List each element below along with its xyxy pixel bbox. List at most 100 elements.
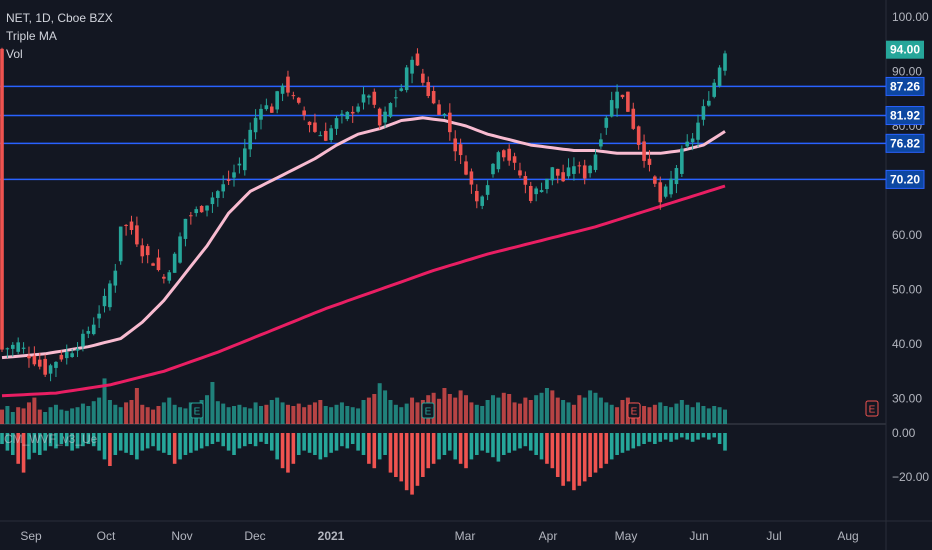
candle-body[interactable] — [329, 128, 333, 141]
candle-body[interactable] — [91, 324, 96, 335]
candle-body[interactable] — [102, 295, 107, 307]
candle-body[interactable] — [286, 76, 290, 93]
candle-body[interactable] — [5, 348, 10, 350]
ma-short-path[interactable] — [1, 116, 726, 360]
candle-body[interactable] — [307, 121, 312, 126]
earnings-marker-box[interactable] — [421, 402, 435, 419]
candle-body[interactable] — [291, 95, 296, 97]
candle-body[interactable] — [21, 347, 26, 349]
candle-body[interactable] — [480, 196, 485, 206]
candle-body[interactable] — [604, 117, 609, 128]
candle-body[interactable] — [54, 361, 58, 368]
earnings-marker-box[interactable] — [865, 400, 879, 417]
candle-body[interactable] — [593, 154, 598, 170]
candle-body[interactable] — [10, 344, 15, 349]
earnings-marker-box[interactable] — [190, 402, 204, 419]
candle-body[interactable] — [43, 358, 47, 375]
candle-body[interactable] — [528, 186, 533, 201]
candle-body[interactable] — [221, 184, 226, 192]
candle-body[interactable] — [32, 355, 37, 365]
candle-body[interactable] — [437, 104, 441, 115]
candle-body[interactable] — [334, 118, 339, 129]
candle-body[interactable] — [458, 144, 463, 156]
candle-body[interactable] — [599, 139, 603, 147]
candle-body[interactable] — [183, 218, 188, 239]
candle-body[interactable] — [577, 165, 582, 167]
last-price-badge[interactable] — [886, 40, 924, 59]
candle-body[interactable] — [172, 253, 177, 273]
candle-body[interactable] — [253, 117, 258, 133]
candle-body[interactable] — [464, 161, 468, 175]
candle-body[interactable] — [377, 108, 382, 126]
earnings-marker-box[interactable] — [627, 402, 641, 419]
earnings-marker[interactable]: E — [865, 400, 879, 417]
candle-body[interactable] — [313, 122, 317, 132]
candle-body[interactable] — [555, 168, 560, 176]
candle-body[interactable] — [620, 94, 625, 98]
candle-body[interactable] — [723, 53, 727, 71]
candle-body[interactable] — [135, 225, 139, 245]
candle-body[interactable] — [448, 112, 452, 133]
candle-body[interactable] — [178, 236, 182, 263]
candle-body[interactable] — [48, 365, 53, 374]
candle-body[interactable] — [690, 138, 695, 143]
candle-body[interactable] — [701, 106, 706, 120]
candle-body[interactable] — [0, 48, 4, 350]
candle-body[interactable] — [280, 85, 285, 94]
candle-body[interactable] — [350, 111, 355, 114]
earnings-marker[interactable]: E — [627, 402, 641, 419]
candle-body[interactable] — [663, 186, 668, 197]
candle-body[interactable] — [653, 176, 657, 184]
candle-body[interactable] — [431, 91, 436, 104]
candle-body[interactable] — [415, 53, 420, 66]
candle-body[interactable] — [318, 135, 323, 137]
candle-body[interactable] — [108, 283, 112, 308]
candle-body[interactable] — [717, 67, 722, 86]
candle-body[interactable] — [372, 91, 377, 105]
candle-body[interactable] — [232, 172, 236, 178]
candle-body[interactable] — [442, 113, 447, 116]
candle-body[interactable] — [367, 95, 371, 98]
earnings-marker[interactable]: E — [421, 402, 435, 419]
candle-body[interactable] — [658, 182, 663, 203]
candle-body[interactable] — [496, 152, 501, 170]
candle-body[interactable] — [426, 82, 431, 96]
candle-body[interactable] — [642, 141, 646, 161]
candle-body[interactable] — [394, 97, 398, 99]
candle-body[interactable] — [248, 129, 252, 150]
candle-body[interactable] — [712, 82, 717, 97]
candle-body[interactable] — [356, 106, 360, 112]
candle-body[interactable] — [70, 353, 74, 357]
candle-body[interactable] — [388, 103, 393, 117]
study-volume[interactable]: Vol — [6, 47, 23, 61]
level-badge[interactable] — [885, 76, 925, 96]
candle-body[interactable] — [518, 170, 522, 176]
candle-body[interactable] — [512, 156, 517, 163]
candle-body[interactable] — [707, 100, 711, 106]
candle-body[interactable] — [151, 263, 155, 266]
candle-body[interactable] — [588, 165, 592, 174]
candle-body[interactable] — [507, 148, 511, 161]
candle-body[interactable] — [129, 221, 134, 231]
candle-body[interactable] — [550, 167, 555, 181]
candle-body[interactable] — [124, 224, 128, 226]
candle-body[interactable] — [59, 354, 64, 360]
candle-body[interactable] — [383, 111, 387, 123]
candle-body[interactable] — [469, 171, 474, 185]
candle-body[interactable] — [674, 168, 679, 185]
candle-body[interactable] — [237, 163, 242, 166]
candle-body[interactable] — [345, 111, 350, 120]
candle-body[interactable] — [205, 205, 209, 211]
candle-body[interactable] — [118, 226, 123, 262]
candle-body[interactable] — [259, 108, 263, 120]
study-triple-ma[interactable]: Triple MA — [6, 29, 57, 43]
candle-body[interactable] — [140, 245, 145, 257]
candle-body[interactable] — [27, 355, 31, 359]
candle-body[interactable] — [75, 348, 80, 351]
candle-body[interactable] — [296, 97, 301, 103]
candle-body[interactable] — [475, 191, 479, 202]
candle-body[interactable] — [16, 342, 20, 352]
candle-body[interactable] — [410, 59, 414, 74]
candle-body[interactable] — [226, 179, 231, 181]
level-badge[interactable] — [885, 169, 925, 189]
